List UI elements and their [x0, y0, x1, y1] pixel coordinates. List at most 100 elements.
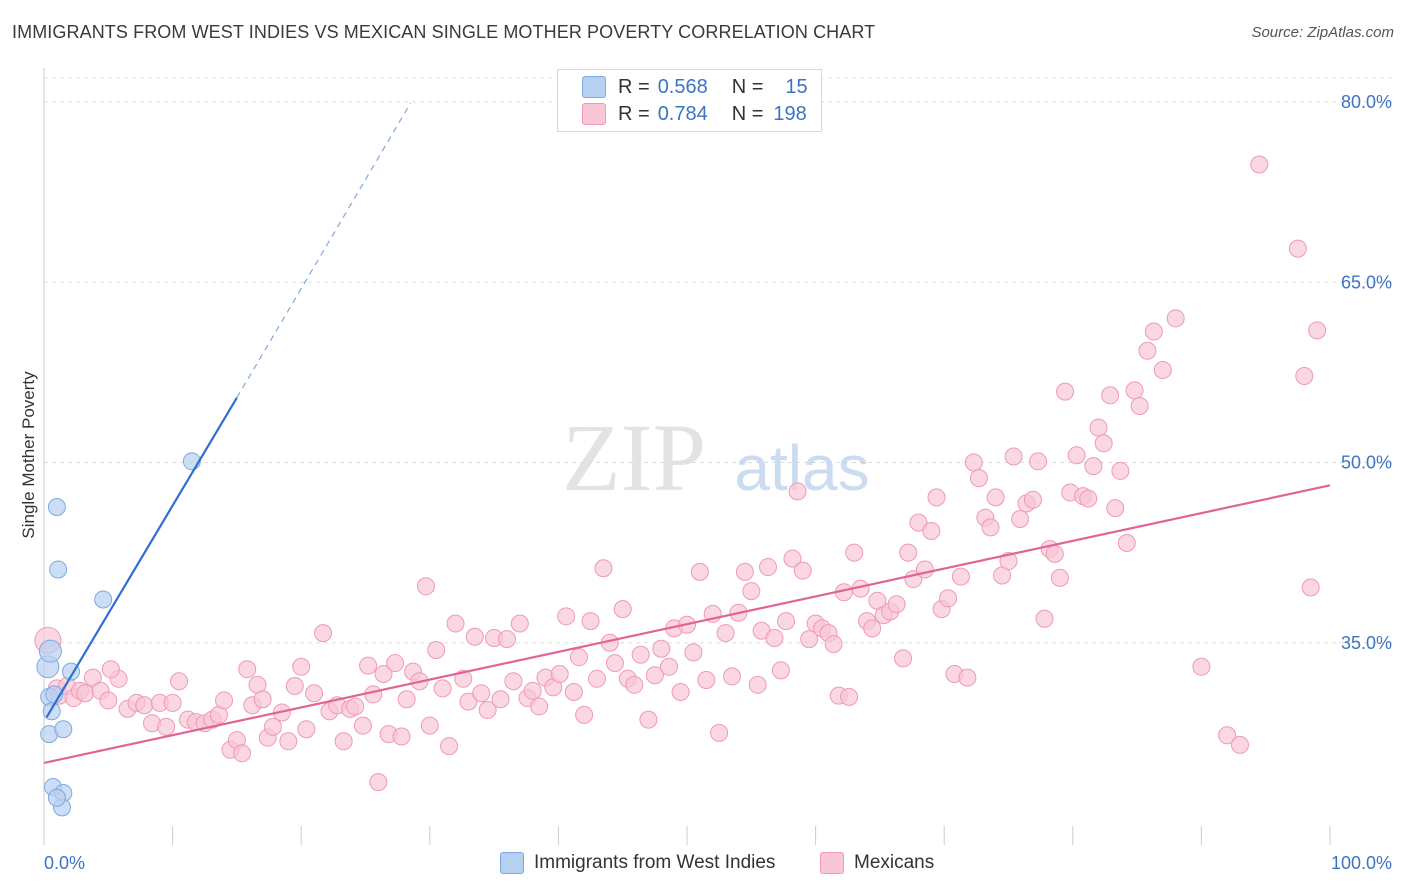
legend-swatch-west-indies [582, 76, 606, 98]
point-mexicans [1035, 609, 1054, 628]
tick-labels: 35.0% 50.0% 65.0% 80.0% 0.0% 100.0% [44, 92, 1392, 873]
point-mexicans [1011, 509, 1030, 528]
point-west-indies [94, 590, 113, 609]
point-mexicans [958, 668, 977, 687]
legend-row-mexicans: R = 0.784 N = 198 [582, 101, 807, 127]
legend-swatch-west-indies [500, 852, 524, 874]
point-mexicans [101, 660, 120, 679]
point-mexicans [530, 697, 549, 716]
point-mexicans [1101, 386, 1120, 405]
point-mexicans [386, 654, 405, 673]
point-mexicans [742, 582, 761, 601]
point-mexicans [840, 687, 859, 706]
point-mexicans [887, 595, 906, 614]
point-mexicans [939, 589, 958, 608]
point-mexicans [1130, 397, 1149, 416]
point-mexicans [374, 665, 393, 683]
legend-label-mexicans: Mexicans [854, 852, 935, 873]
point-mexicans [1192, 657, 1211, 676]
legend-n-label: N = [731, 102, 764, 125]
legend-swatch-mexicans [820, 852, 844, 874]
point-mexicans [238, 660, 257, 679]
legend-n-value: 15 [785, 75, 808, 98]
point-mexicans [969, 469, 988, 488]
x-tick-label: 100.0% [1331, 853, 1392, 873]
point-mexicans [964, 453, 983, 472]
watermark-zip: ZIP [562, 404, 706, 511]
point-mexicans [446, 614, 465, 633]
point-mexicans [504, 672, 523, 691]
point-mexicans [305, 684, 324, 703]
point-mexicans [465, 627, 484, 646]
point-mexicans [605, 654, 624, 673]
point-mexicans [297, 720, 316, 739]
point-mexicans [76, 684, 95, 703]
point-mexicans [1250, 155, 1269, 174]
legend-label-west-indies: Immigrants from West Indies [534, 852, 776, 873]
point-mexicans [1301, 578, 1320, 597]
point-west-indies [47, 497, 66, 516]
point-mexicans [845, 543, 864, 562]
point-mexicans [135, 696, 154, 715]
point-mexicans [233, 744, 252, 763]
point-mexicans [824, 634, 843, 653]
point-mexicans [1218, 726, 1237, 745]
point-mexicans [765, 628, 784, 647]
point-mexicans [723, 667, 742, 686]
legend-n-label: N = [731, 75, 764, 98]
point-mexicans [459, 692, 478, 711]
point-mexicans [253, 690, 272, 709]
legend-swatch-mexicans [582, 103, 606, 125]
point-west-indies [38, 639, 62, 663]
x-tick-label: 0.0% [44, 853, 85, 873]
point-mexicans [1094, 434, 1113, 453]
point-mexicans [697, 671, 716, 690]
point-mexicans [1079, 489, 1098, 508]
point-mexicans [392, 727, 411, 746]
point-mexicans [735, 562, 754, 581]
point-mexicans [594, 559, 613, 578]
point-west-indies [54, 720, 73, 739]
legend-r-value: 0.784 [657, 102, 708, 125]
y-tick-label: 65.0% [1341, 272, 1392, 292]
point-mexicans [645, 666, 664, 685]
point-mexicans [1144, 322, 1163, 341]
legend-item-west-indies: Immigrants from West Indies [500, 852, 775, 874]
point-mexicans [427, 640, 446, 659]
trendline-mexicans [43, 484, 1331, 764]
point-mexicans [783, 549, 802, 568]
series-west-indies-points [36, 452, 201, 817]
point-mexicans [433, 679, 452, 698]
point-mexicans [369, 773, 388, 792]
point-mexicans [1295, 367, 1314, 385]
legend-item-mexicans: Mexicans [820, 852, 934, 874]
point-mexicans [359, 656, 378, 675]
chart-title: IMMIGRANTS FROM WEST INDIES VS MEXICAN S… [12, 22, 876, 42]
point-mexicans [793, 561, 812, 580]
legend-r-value: 0.568 [657, 75, 708, 98]
point-mexicans [569, 648, 588, 667]
point-mexicans [292, 657, 311, 676]
point-mexicans [777, 612, 796, 631]
point-mexicans [397, 690, 416, 709]
y-axis-label: Single Mother Poverty [19, 371, 38, 539]
point-mexicans [478, 701, 497, 720]
correlation-legend: R = 0.568 N = 15 R = 0.784 N = 198 [557, 69, 822, 132]
y-tick-label: 35.0% [1341, 633, 1392, 653]
point-mexicans [671, 683, 690, 702]
point-mexicans [1308, 321, 1327, 340]
point-mexicans [454, 669, 473, 688]
point-mexicans [99, 691, 118, 710]
point-mexicans [1117, 534, 1136, 553]
point-mexicans [927, 488, 946, 507]
source-credit: Source: ZipAtlas.com [1251, 24, 1394, 41]
point-mexicans [899, 543, 918, 562]
point-mexicans [550, 665, 569, 683]
legend-n-value: 198 [773, 102, 807, 125]
gridlines [44, 77, 1392, 644]
point-mexicans [557, 607, 576, 626]
point-mexicans [639, 710, 658, 729]
point-mexicans [575, 705, 594, 724]
point-mexicans [1023, 490, 1042, 509]
